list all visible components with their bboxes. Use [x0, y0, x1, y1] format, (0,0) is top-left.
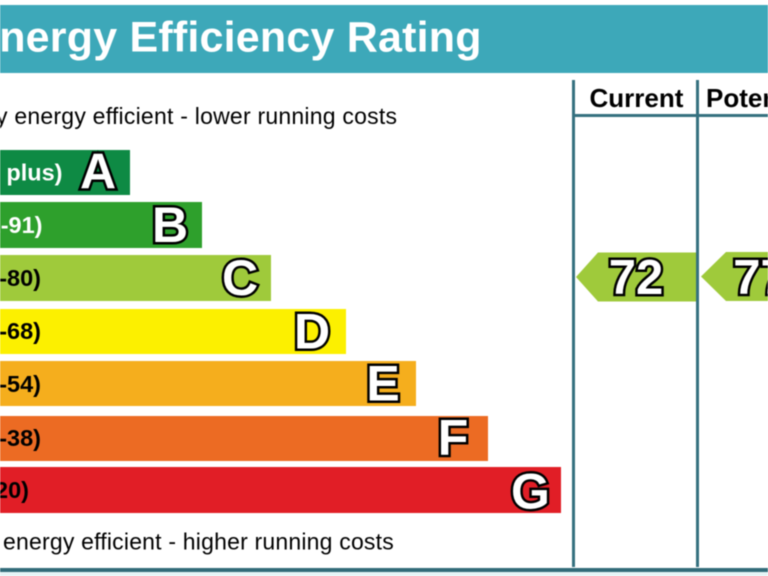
svg-text:Energy Efficiency Rating: Energy Efficiency Rating — [0, 13, 482, 61]
svg-text:77: 77 — [733, 251, 768, 305]
svg-text:A: A — [80, 144, 116, 200]
svg-text:C: C — [222, 250, 258, 306]
svg-text:(69-80): (69-80) — [0, 265, 41, 291]
svg-text:D: D — [294, 304, 330, 360]
svg-text:(21-38): (21-38) — [0, 425, 41, 451]
svg-text:F: F — [438, 409, 469, 465]
svg-text:energy efficient - higher runn: energy efficient - higher running costs — [3, 529, 394, 555]
svg-text:(39-54): (39-54) — [0, 371, 41, 397]
svg-text:E: E — [366, 355, 399, 411]
svg-text:y energy efficient - lower run: y energy efficient - lower running costs — [0, 103, 397, 129]
svg-text:Current: Current — [590, 83, 684, 113]
svg-text:(55-68): (55-68) — [0, 318, 41, 344]
svg-text:Potential: Potential — [706, 83, 768, 113]
svg-text:B: B — [152, 197, 188, 253]
svg-text:(81-91): (81-91) — [0, 212, 43, 238]
svg-text:(92 plus): (92 plus) — [0, 160, 63, 186]
svg-text:72: 72 — [609, 251, 664, 305]
svg-text:(1-20): (1-20) — [0, 477, 29, 503]
svg-text:G: G — [511, 463, 550, 519]
